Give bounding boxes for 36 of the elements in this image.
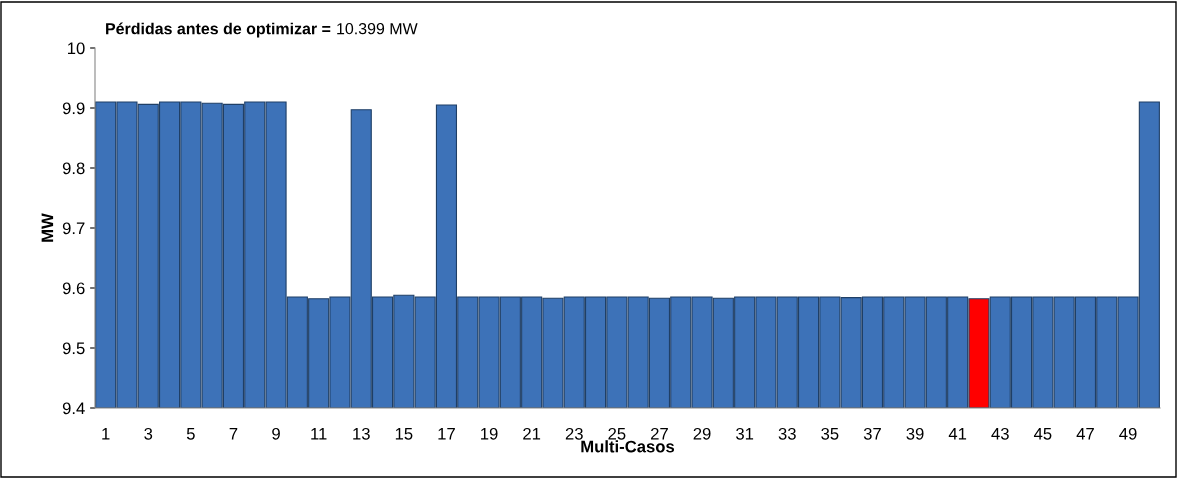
- x-tick-label: 43: [991, 427, 1009, 440]
- text: Pérdidas antes de optimizar =: [106, 22, 331, 38]
- x-tick-label: 11: [311, 428, 327, 440]
- y-tick-label: 9.5: [62, 342, 85, 355]
- x-tick-label: 19: [481, 427, 498, 440]
- x-tick-label: 31: [736, 427, 754, 440]
- x-tick-label: 47: [1076, 428, 1094, 440]
- x-tick-label: 49: [1119, 427, 1137, 440]
- x-tick-label: 17: [438, 428, 455, 440]
- x-tick-label: 27: [651, 427, 668, 440]
- x-tick-label: 35: [821, 427, 839, 440]
- x-tick-label: 41: [948, 428, 967, 440]
- x-tick-label: 37: [863, 427, 881, 440]
- x-tick-label: 25: [608, 427, 626, 440]
- text: 10.399 MW: [337, 22, 418, 35]
- x-tick-label: 29: [693, 427, 711, 440]
- y-tick-label: 9.4: [62, 402, 85, 415]
- y-tick-label: 9.6: [62, 282, 85, 295]
- x-tick-label: 21: [523, 427, 541, 440]
- x-tick-label: 23: [565, 427, 583, 440]
- y-tick-label: 9.9: [62, 102, 85, 115]
- x-tick-label: 5: [186, 428, 195, 440]
- x-tick-label: 13: [353, 427, 370, 440]
- y-tick-label: 9.8: [62, 162, 85, 175]
- x-tick-label: 7: [229, 428, 238, 440]
- y-axis-title: MW: [41, 213, 54, 242]
- x-tick-label: 45: [1033, 428, 1052, 440]
- x-tick-label: 15: [395, 428, 413, 440]
- x-axis-title: Multi-Casos: [581, 440, 675, 453]
- y-tick-label: 9.7: [62, 222, 85, 235]
- y-tick-label: 10: [68, 42, 85, 55]
- x-tick-label: 33: [778, 427, 796, 440]
- x-tick-label: 3: [144, 427, 153, 440]
- x-tick-label: 39: [906, 427, 924, 440]
- x-tick-label: 9: [272, 427, 280, 440]
- x-tick-label: 1: [102, 428, 110, 440]
